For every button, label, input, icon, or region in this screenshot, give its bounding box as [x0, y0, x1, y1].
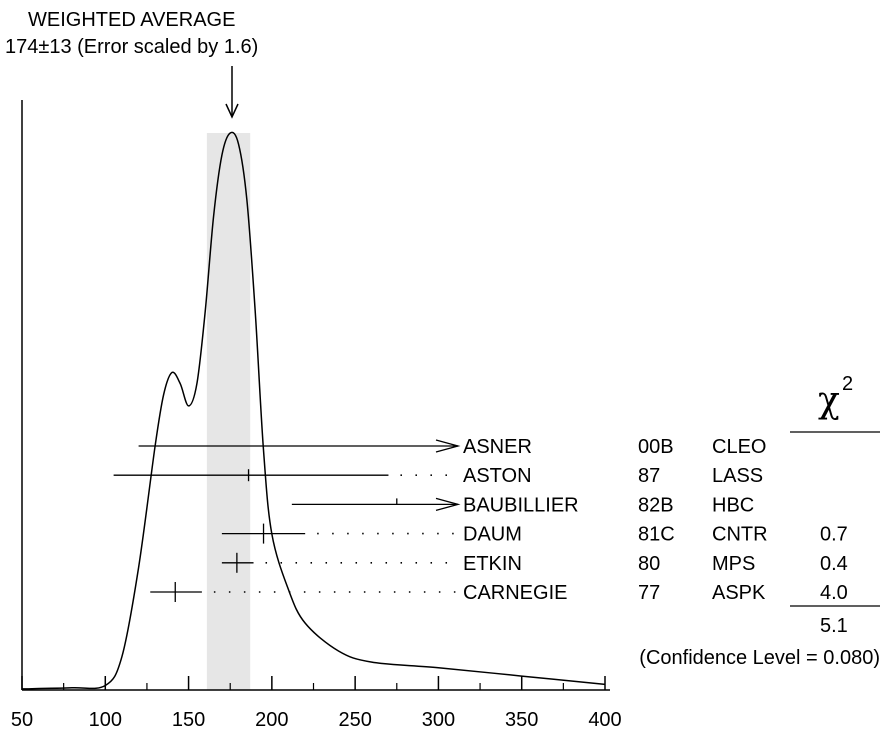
measurement-name: BAUBILLIER — [463, 494, 579, 516]
measurement-experiment: CLEO — [712, 436, 766, 458]
measurement-reference: 87 — [638, 465, 660, 487]
measurement-chi2: 4.0 — [820, 582, 848, 604]
measurement-reference: 00B — [638, 436, 674, 458]
measurement-experiment: LASS — [712, 465, 763, 487]
measurement-asner: ASNER 00B CLEO — [138, 436, 766, 458]
measurement-experiment: ASPK — [712, 582, 766, 604]
measurement-experiment: MPS — [712, 553, 755, 575]
chi-squared-total: 5.1 — [820, 615, 848, 637]
measurement-rows: ASNER 00B CLEO ASTON 87 LASS BAUBILLIER 82B HBC D… — [113, 436, 848, 604]
measurement-aston: ASTON 87 LASS — [113, 465, 763, 487]
measurement-etkin: ETKIN 80 MPS 0.4 — [221, 552, 848, 575]
ideogram-curve — [21, 131, 606, 690]
measurement-reference: 81C — [638, 524, 675, 546]
chi-squared-superscript: 2 — [842, 373, 853, 395]
x-tick-label: 200 — [255, 709, 288, 729]
average-pointer-arrowhead — [225, 103, 239, 119]
chart-title: WEIGHTED AVERAGE — [28, 9, 235, 31]
x-tick-label: 150 — [172, 709, 205, 729]
measurement-name: ASTON — [463, 465, 532, 487]
measurement-chi2: 0.4 — [820, 553, 848, 575]
measurement-name: ETKIN — [463, 553, 522, 575]
measurement-daum: DAUM 81C CNTR 0.7 — [221, 523, 848, 546]
chi-squared-symbol: χ — [818, 380, 840, 421]
x-axis-ticks: 50 100 150 200 250 300 350 400 — [11, 676, 622, 729]
measurement-chi2: 0.7 — [820, 524, 848, 546]
weighted-average-band — [206, 133, 251, 690]
measurement-experiment: HBC — [712, 494, 754, 516]
x-tick-label: 250 — [338, 709, 371, 729]
chart-subtitle: 174±13 (Error scaled by 1.6) — [5, 36, 258, 58]
x-tick-label: 400 — [588, 709, 621, 729]
x-tick-label: 100 — [89, 709, 122, 729]
measurement-reference: 77 — [638, 582, 660, 604]
measurement-reference: 80 — [638, 553, 660, 575]
x-tick-label: 300 — [422, 709, 455, 729]
measurement-reference: 82B — [638, 494, 674, 516]
measurement-carnegie: CARNEGIE 77 ASPK 4.0 — [150, 582, 848, 604]
x-tick-label: 50 — [11, 709, 33, 729]
measurement-name: DAUM — [463, 524, 522, 546]
error-bar-arrowhead — [435, 439, 461, 453]
measurement-experiment: CNTR — [712, 524, 768, 546]
measurement-name: CARNEGIE — [463, 582, 567, 604]
error-bar-arrowhead — [435, 497, 461, 512]
x-tick-label: 350 — [505, 709, 538, 729]
measurement-name: ASNER — [463, 436, 532, 458]
confidence-level: (Confidence Level = 0.080) — [639, 647, 880, 669]
measurement-baubillier: BAUBILLIER 82B HBC — [291, 494, 754, 516]
